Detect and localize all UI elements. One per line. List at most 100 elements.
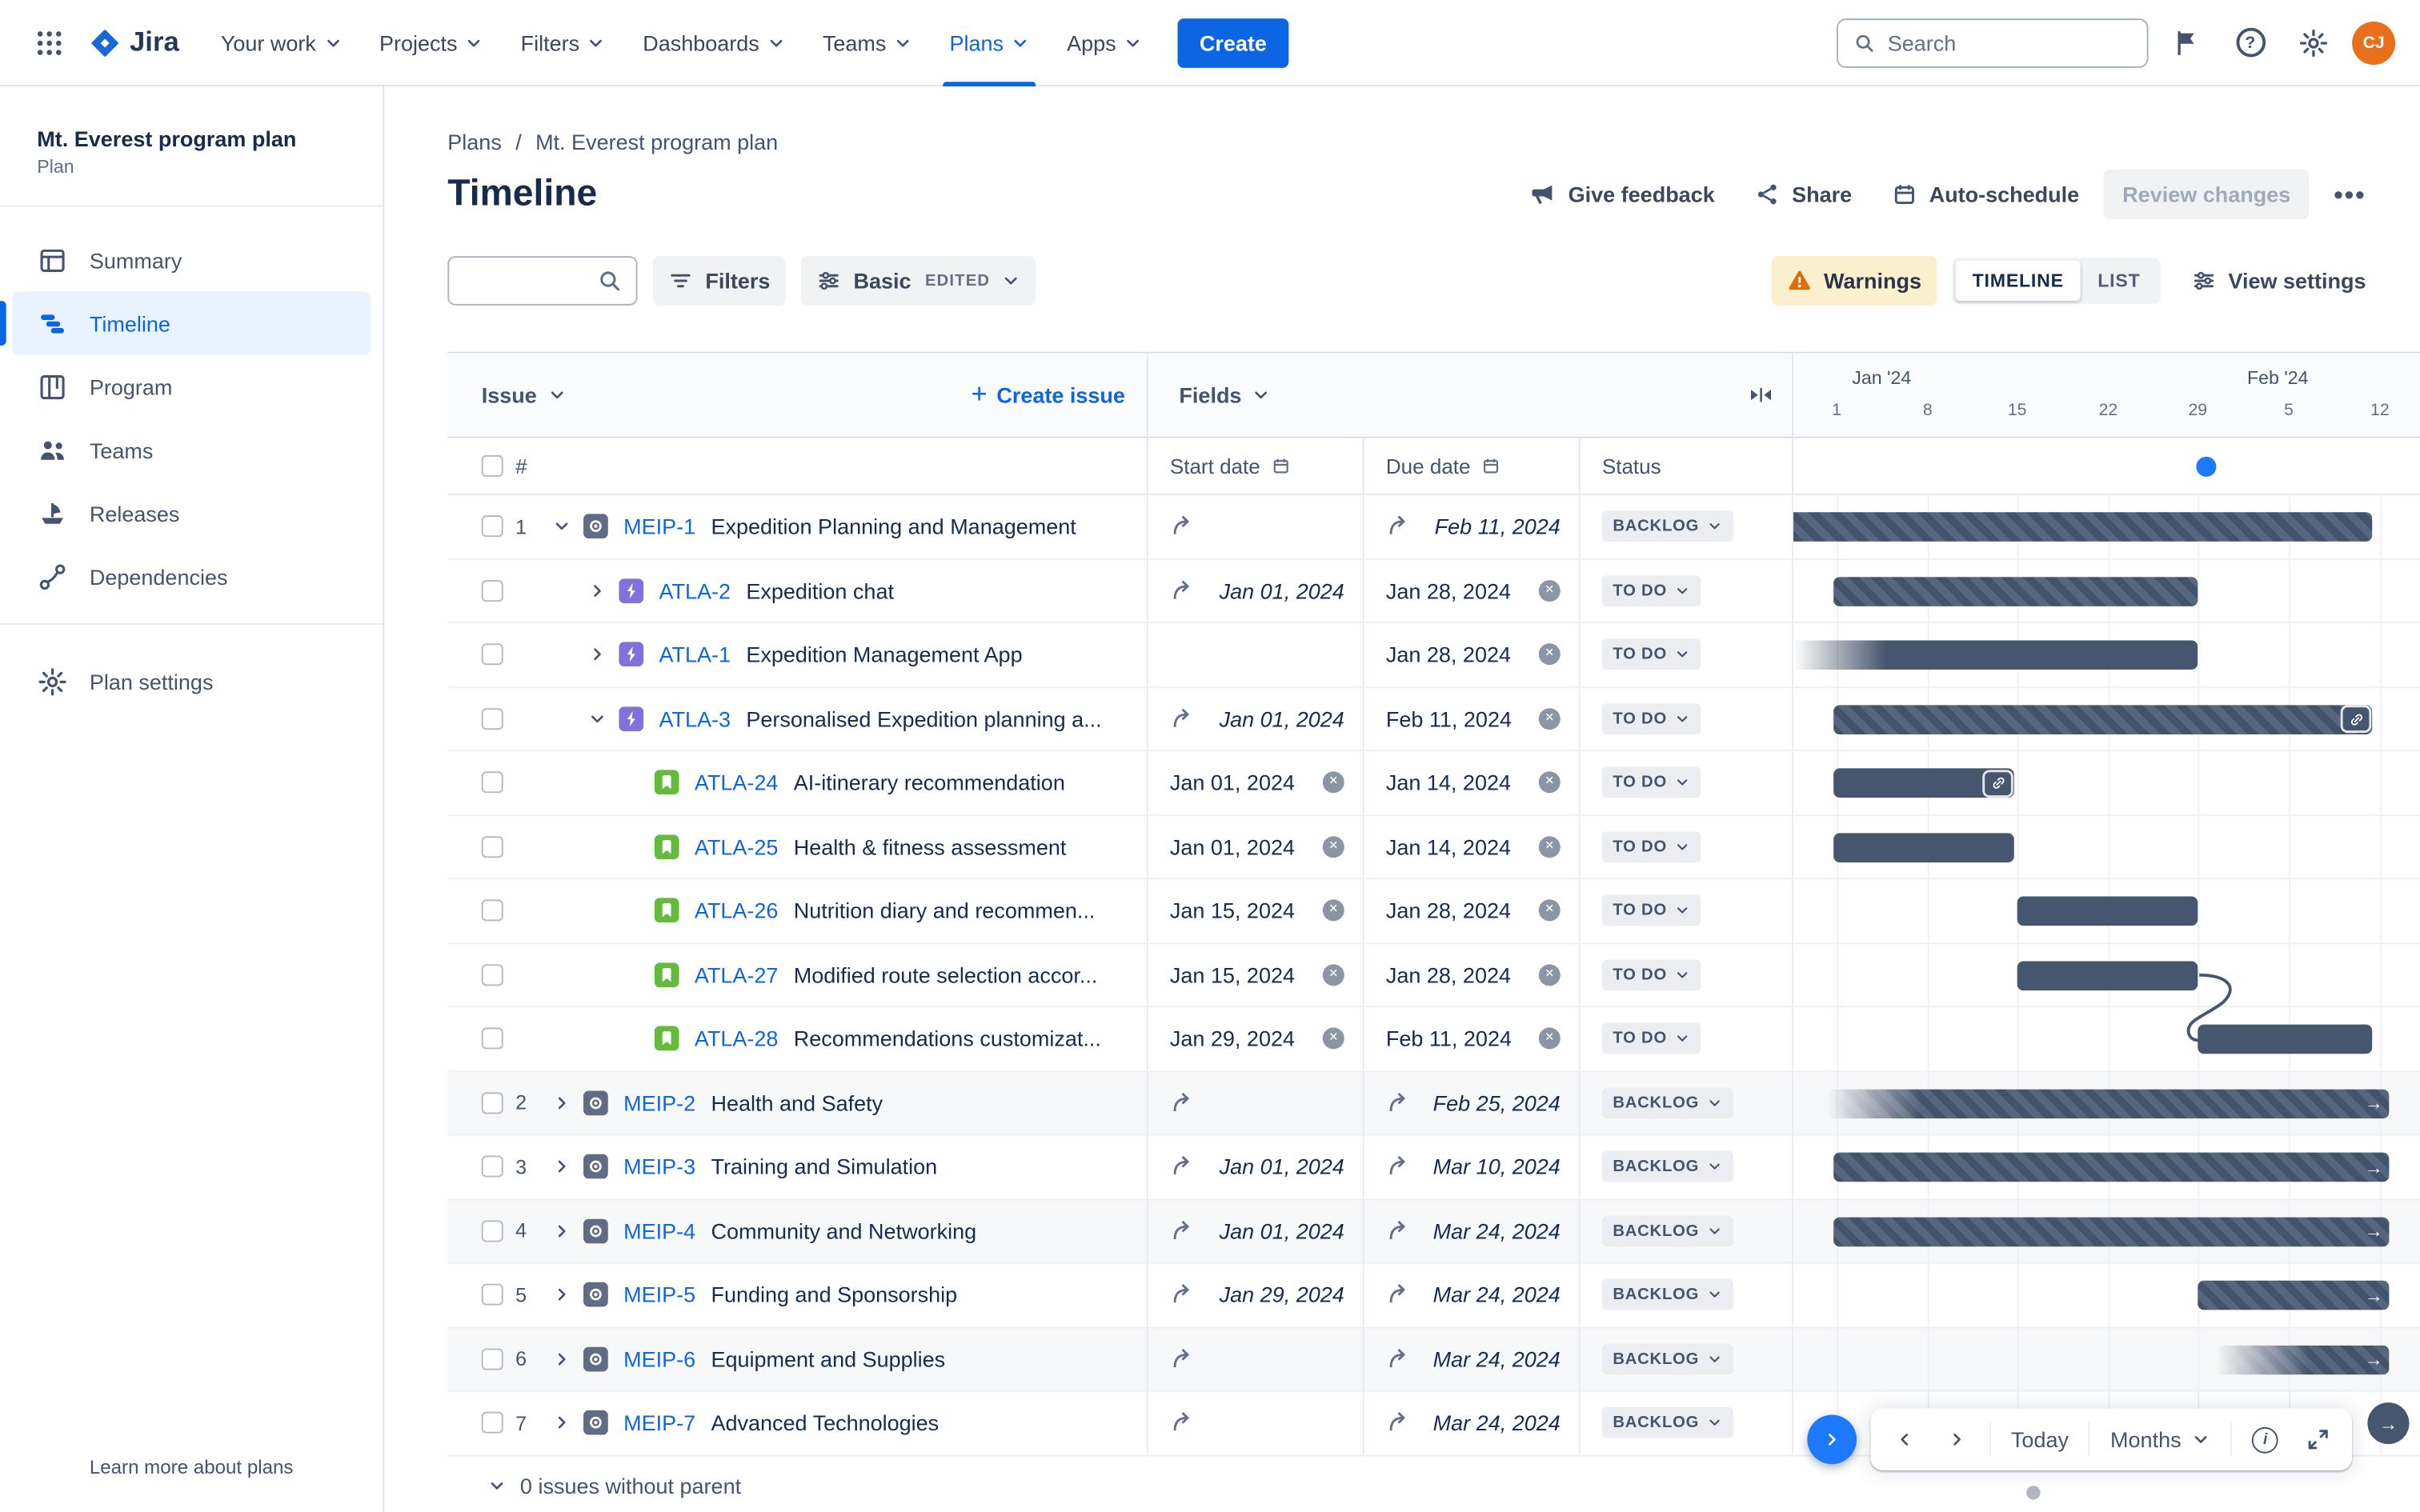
sidebar-item-teams[interactable]: Teams [12,418,370,482]
issue-key-link[interactable]: ATLA-27 [694,962,779,987]
start-date-cell[interactable]: Jan 29, 2024 [1148,1263,1364,1326]
help-icon[interactable]: ? [2226,18,2275,67]
clear-date-icon[interactable]: × [1538,579,1561,602]
sidebar-item-program[interactable]: Program [12,355,370,418]
timeline-bar[interactable]: → [1833,1216,2390,1246]
clear-date-icon[interactable]: × [1538,771,1561,794]
view-mode-button[interactable]: Basic EDITED [800,256,1037,306]
collapse-fields-icon[interactable] [1749,382,1773,407]
more-actions-button[interactable]: ••• [2318,170,2382,219]
row-checkbox[interactable] [481,1091,503,1114]
timeline-bar[interactable] [1833,704,2373,734]
due-date-cell[interactable]: Mar 24, 2024 [1364,1327,1581,1390]
timeline-bar[interactable] [2198,1024,2373,1054]
app-switcher-icon[interactable] [25,18,74,67]
view-settings-button[interactable]: View settings [2176,256,2382,306]
issue-key-link[interactable]: ATLA-25 [694,834,779,859]
row-checkbox[interactable] [481,1027,503,1050]
fullscreen-icon[interactable] [2294,1414,2343,1464]
clear-date-icon[interactable]: × [1538,643,1561,666]
expand-toggle-icon[interactable] [585,642,610,667]
clear-date-icon[interactable]: × [1538,707,1561,730]
timeline-bar[interactable] [1833,768,2014,798]
breadcrumb-plans[interactable]: Plans [447,130,502,154]
row-checkbox[interactable] [481,579,503,602]
status-dropdown[interactable]: TO DO [1601,574,1701,606]
collapse-toggle-icon[interactable] [550,514,575,539]
clear-date-icon[interactable]: × [1538,963,1561,986]
nav-plans[interactable]: Plans [932,0,1047,86]
clear-date-icon[interactable]: × [1322,1027,1344,1050]
status-dropdown[interactable]: TO DO [1601,895,1701,926]
start-date-cell[interactable]: Jan 01, 2024 [1148,1135,1364,1198]
chevron-down-icon[interactable] [547,386,566,404]
warnings-button[interactable]: Warnings [1771,256,1937,306]
timeline-bar[interactable] [1833,832,2014,862]
sidebar-item-plan-settings[interactable]: Plan settings [12,650,370,713]
sidebar-item-dependencies[interactable]: Dependencies [12,545,370,608]
clear-date-icon[interactable]: × [1322,771,1344,794]
status-dropdown[interactable]: BACKLOG [1601,1087,1733,1118]
start-date-cell[interactable]: Jan 01, 2024 [1148,1199,1364,1262]
start-date-cell[interactable]: Jan 29, 2024 × [1148,1007,1364,1070]
issue-key-link[interactable]: MEIP-7 [623,1410,696,1436]
issue-key-link[interactable]: ATLA-28 [694,1026,779,1051]
link-icon[interactable] [1985,771,2011,795]
start-date-cell[interactable]: Jan 15, 2024 × [1148,943,1364,1006]
due-date-cell[interactable]: Mar 10, 2024 [1364,1135,1581,1198]
chevron-down-icon[interactable] [1252,386,1271,404]
nav-projects[interactable]: Projects [363,0,501,86]
due-date-cell[interactable]: Feb 11, 2024 × [1364,687,1581,750]
start-date-cell[interactable]: Jan 01, 2024 [1148,687,1364,750]
scroll-right-button[interactable] [1933,1414,1982,1464]
navbar-search[interactable] [1837,18,2149,67]
due-date-cell[interactable]: Mar 24, 2024 [1364,1199,1581,1262]
timeline-bar[interactable]: → [2198,1280,2390,1310]
timeline-bar[interactable] [2017,896,2198,926]
issue-key-link[interactable]: ATLA-3 [659,706,731,731]
settings-icon[interactable] [2289,18,2338,67]
clear-date-icon[interactable]: × [1322,899,1344,922]
sidebar-item-releases[interactable]: Releases [12,482,370,545]
clear-date-icon[interactable]: × [1538,1027,1561,1050]
row-checkbox[interactable] [481,643,503,666]
create-button[interactable]: Create [1177,18,1288,67]
jira-logo[interactable]: Jira [90,26,179,59]
row-checkbox[interactable] [481,963,503,986]
timeline-bar[interactable] [2017,960,2198,990]
due-date-cell[interactable]: Feb 11, 2024 × [1364,1007,1581,1070]
row-checkbox[interactable] [481,707,503,730]
issue-key-link[interactable]: MEIP-6 [623,1346,696,1372]
filters-button[interactable]: Filters [652,256,786,306]
due-date-cell[interactable]: Feb 25, 2024 [1364,1071,1581,1134]
status-dropdown[interactable]: BACKLOG [1601,510,1733,542]
nav-filters[interactable]: Filters [503,0,623,86]
toggle-timeline[interactable]: TIMELINE [1955,260,2081,302]
announcements-icon[interactable] [2162,18,2212,67]
start-date-cell[interactable] [1148,623,1364,686]
table-search-input[interactable] [464,268,598,294]
collapse-toggle-icon[interactable] [585,706,610,731]
expand-timeline-button[interactable] [1807,1414,1857,1465]
status-dropdown[interactable]: BACKLOG [1601,1343,1733,1374]
status-dropdown[interactable]: BACKLOG [1601,1215,1733,1246]
start-date-cell[interactable] [1148,495,1364,558]
learn-more-link[interactable]: Learn more about plans [89,1456,294,1478]
clear-date-icon[interactable]: × [1322,835,1344,858]
create-issue-button[interactable]: + Create issue [971,378,1125,410]
nav-dashboards[interactable]: Dashboards [626,0,803,86]
timeline-bar[interactable]: → [2367,1402,2410,1445]
status-dropdown[interactable]: TO DO [1601,1023,1701,1054]
clear-date-icon[interactable]: × [1538,835,1561,858]
start-date-cell[interactable] [1148,1391,1364,1454]
due-date-cell[interactable]: Mar 24, 2024 [1364,1263,1581,1326]
row-checkbox[interactable] [481,835,503,858]
issue-key-link[interactable]: MEIP-4 [623,1218,696,1243]
row-checkbox[interactable] [481,899,503,922]
status-dropdown[interactable]: BACKLOG [1601,1279,1733,1310]
auto-schedule-button[interactable]: Auto-schedule [1877,170,2094,219]
status-dropdown[interactable]: TO DO [1601,831,1701,862]
status-dropdown[interactable]: TO DO [1601,766,1701,798]
due-date-cell[interactable]: Jan 28, 2024 × [1364,559,1581,622]
user-avatar[interactable]: CJ [2352,21,2396,65]
